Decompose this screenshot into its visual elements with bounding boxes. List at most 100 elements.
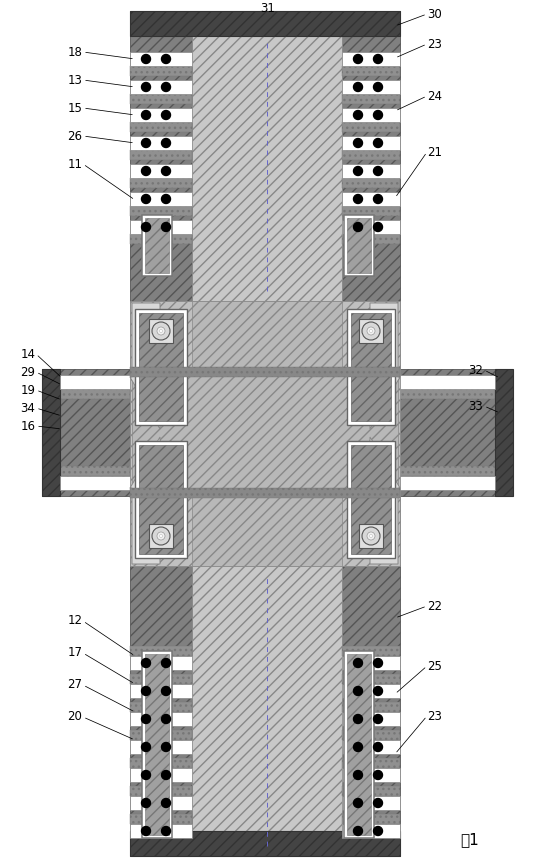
Bar bbox=[342, 684, 400, 698]
Bar bbox=[130, 108, 192, 122]
Circle shape bbox=[354, 714, 362, 723]
Text: 20: 20 bbox=[68, 710, 83, 723]
Polygon shape bbox=[370, 437, 400, 564]
Circle shape bbox=[142, 111, 151, 120]
Text: 23: 23 bbox=[428, 709, 442, 722]
Circle shape bbox=[161, 55, 170, 63]
Polygon shape bbox=[130, 303, 160, 429]
Bar bbox=[130, 150, 192, 160]
Bar bbox=[142, 651, 172, 838]
Bar bbox=[342, 702, 400, 712]
Circle shape bbox=[142, 82, 151, 92]
Bar bbox=[145, 654, 169, 835]
Bar bbox=[342, 824, 400, 838]
Circle shape bbox=[161, 82, 170, 92]
Circle shape bbox=[374, 742, 383, 752]
Circle shape bbox=[354, 82, 362, 92]
Circle shape bbox=[374, 82, 383, 92]
Bar bbox=[145, 218, 169, 273]
Circle shape bbox=[161, 195, 170, 204]
Circle shape bbox=[161, 658, 170, 668]
Circle shape bbox=[161, 798, 170, 807]
Circle shape bbox=[374, 771, 383, 779]
Circle shape bbox=[142, 55, 151, 63]
Circle shape bbox=[354, 223, 362, 231]
Bar bbox=[342, 566, 400, 856]
Circle shape bbox=[152, 322, 170, 340]
Circle shape bbox=[142, 139, 151, 147]
Text: 11: 11 bbox=[68, 158, 83, 171]
Circle shape bbox=[374, 658, 383, 668]
Bar bbox=[342, 656, 400, 670]
Circle shape bbox=[161, 166, 170, 176]
Circle shape bbox=[142, 166, 151, 176]
Bar bbox=[149, 319, 173, 343]
Bar bbox=[130, 122, 192, 132]
Circle shape bbox=[161, 687, 170, 695]
Circle shape bbox=[354, 798, 362, 807]
Bar bbox=[342, 11, 400, 301]
Bar bbox=[135, 441, 187, 558]
Bar bbox=[342, 646, 400, 656]
Bar bbox=[139, 445, 183, 554]
Bar bbox=[130, 178, 192, 188]
Circle shape bbox=[369, 534, 373, 538]
Polygon shape bbox=[130, 437, 160, 564]
Circle shape bbox=[142, 798, 151, 807]
Circle shape bbox=[362, 527, 380, 545]
Bar bbox=[60, 375, 130, 389]
Bar bbox=[400, 375, 495, 389]
Bar bbox=[139, 313, 183, 421]
Bar bbox=[130, 192, 192, 206]
Bar bbox=[359, 524, 383, 548]
Circle shape bbox=[161, 771, 170, 779]
Circle shape bbox=[160, 329, 162, 333]
Bar bbox=[130, 136, 192, 150]
Bar bbox=[342, 220, 400, 234]
Bar bbox=[130, 712, 192, 726]
Circle shape bbox=[161, 714, 170, 723]
Bar bbox=[347, 441, 395, 558]
Bar bbox=[130, 367, 400, 377]
Circle shape bbox=[142, 687, 151, 695]
Bar bbox=[342, 178, 400, 188]
Circle shape bbox=[142, 742, 151, 752]
Bar bbox=[130, 206, 192, 216]
Bar bbox=[130, 220, 192, 234]
Bar bbox=[344, 651, 374, 838]
Text: 27: 27 bbox=[68, 678, 83, 691]
Bar bbox=[351, 313, 391, 421]
Text: 16: 16 bbox=[20, 419, 35, 432]
Bar bbox=[130, 730, 192, 740]
Circle shape bbox=[362, 322, 380, 340]
Bar bbox=[42, 369, 60, 496]
Circle shape bbox=[367, 327, 375, 335]
Bar bbox=[342, 814, 400, 824]
Bar bbox=[130, 768, 192, 782]
Circle shape bbox=[374, 166, 383, 176]
Bar bbox=[347, 218, 371, 273]
Bar bbox=[342, 52, 400, 66]
Circle shape bbox=[367, 532, 375, 540]
Bar bbox=[130, 301, 400, 566]
Text: 18: 18 bbox=[68, 46, 83, 59]
Text: 图1: 图1 bbox=[460, 832, 479, 848]
Bar bbox=[342, 796, 400, 810]
Circle shape bbox=[369, 329, 373, 333]
Bar bbox=[342, 122, 400, 132]
Bar bbox=[342, 108, 400, 122]
Bar bbox=[42, 369, 130, 496]
Circle shape bbox=[354, 658, 362, 668]
Circle shape bbox=[374, 223, 383, 231]
Circle shape bbox=[161, 139, 170, 147]
Bar bbox=[135, 309, 187, 425]
Text: 14: 14 bbox=[20, 347, 35, 360]
Circle shape bbox=[374, 55, 383, 63]
Bar bbox=[342, 206, 400, 216]
Circle shape bbox=[374, 826, 383, 836]
Bar bbox=[342, 94, 400, 104]
Circle shape bbox=[354, 742, 362, 752]
Text: 32: 32 bbox=[468, 364, 483, 377]
Bar bbox=[342, 164, 400, 178]
Bar bbox=[130, 796, 192, 810]
